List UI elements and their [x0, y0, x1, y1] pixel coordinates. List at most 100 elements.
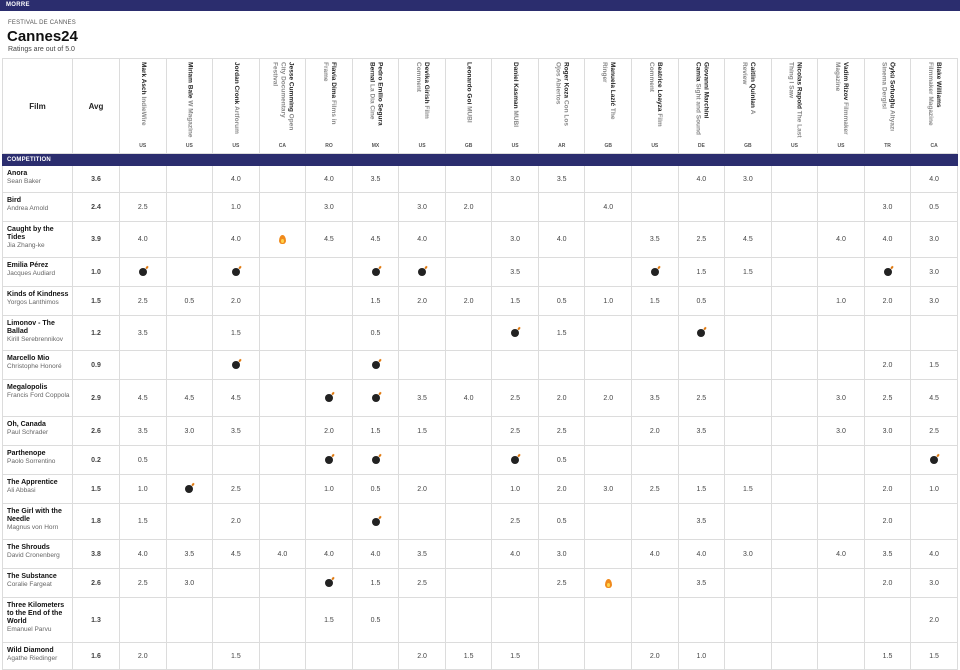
- table-row: Kinds of Kindness Yorgos Lanthimos 1.5 2.5 0…: [2, 286, 958, 316]
- critic-country: US: [790, 143, 798, 149]
- rating-cell: 3.5: [119, 315, 167, 351]
- rating-cell: [398, 445, 446, 475]
- rating-cell: 4.5: [351, 221, 400, 258]
- rating-cell: [165, 257, 214, 287]
- rating-cell: 4.0: [631, 539, 679, 569]
- rating-cell: [398, 165, 446, 193]
- rating-cell: 1.5: [398, 416, 446, 446]
- film-title: Limonov - The Ballad: [7, 320, 55, 335]
- rating-cell: 1.5: [351, 286, 400, 316]
- rating-cell: 1.0: [910, 474, 958, 504]
- rating-cell: 1.5: [351, 568, 400, 598]
- rating-cell: 4.0: [444, 379, 493, 417]
- rating-cell: 2.0: [444, 192, 493, 222]
- rating-cell: [258, 597, 307, 643]
- rating-cell: 3.5: [491, 257, 539, 287]
- rating-cell: [444, 445, 493, 475]
- critic-name: Pedro Emilio Segura Bernal: [368, 62, 384, 126]
- rating-cell: 0.5: [119, 445, 167, 475]
- rating-cell: [863, 257, 912, 287]
- rating-cell: [351, 642, 400, 670]
- critic-country: DE: [697, 143, 705, 149]
- rating-cell: 2.0: [212, 286, 260, 316]
- rating-cell: [817, 642, 865, 670]
- rating-cell: 0.5: [677, 286, 726, 316]
- rating-cell: [817, 503, 865, 540]
- rating-cell: 4.0: [258, 539, 307, 569]
- rating-cell: 2.5: [491, 416, 539, 446]
- rating-cell: [863, 165, 912, 193]
- critic-name: Beatrice Loayza: [655, 62, 663, 112]
- rating-cell: [351, 257, 400, 287]
- critic-column-header: Daniel Kasman MUBI US: [491, 58, 539, 154]
- critic-column-header: Devika Girish Film Comment US: [398, 58, 446, 154]
- critic-name-outlet: Miriam Bale W Magazine: [185, 62, 193, 138]
- critic-name: Jesse Cumming: [287, 62, 295, 112]
- rating-cell: 4.0: [910, 165, 958, 193]
- rating-cell: 1.5: [677, 474, 726, 504]
- rating-cell: 1.5: [677, 257, 726, 287]
- rating-cell: 3.0: [491, 221, 539, 258]
- rating-cell: [258, 315, 307, 351]
- film-title: Anora: [7, 170, 28, 177]
- rating-cell: [537, 642, 586, 670]
- critic-country: TR: [884, 143, 891, 149]
- rating-cell: [165, 642, 214, 670]
- rating-cell: 0.5: [165, 286, 214, 316]
- rating-cell: 3.5: [398, 539, 446, 569]
- rating-cell: [212, 597, 260, 643]
- rating-cell: 4.0: [119, 221, 167, 258]
- rating-cell: [863, 597, 912, 643]
- rating-cell: [491, 315, 539, 351]
- table-row: Parthenope Paolo Sorrentino 0.2 0.5 0.5: [2, 445, 958, 475]
- critic-column-header: Leonardo Goi MUBI GB: [444, 58, 493, 154]
- rating-cell: [258, 350, 307, 380]
- avg-rating: 3.9: [72, 221, 120, 258]
- rating-cell: [631, 503, 679, 540]
- critic-name: Leonardo Goi: [465, 62, 473, 105]
- rating-cell: [631, 568, 679, 598]
- critic-country: US: [232, 143, 240, 149]
- critic-column-header: Pedro Emilio Segura Bernal La Dia Cine MX: [351, 58, 400, 154]
- rating-cell: 2.5: [491, 503, 539, 540]
- film-title: Marcello Mio: [7, 355, 50, 362]
- critic-country: CA: [930, 143, 938, 149]
- critic-outlet: Filmmaker Magazine: [833, 62, 849, 135]
- rating-cell: [398, 257, 446, 287]
- rating-cell: 2.5: [398, 568, 446, 598]
- rating-cell: [910, 315, 958, 351]
- rating-cell: [305, 350, 353, 380]
- rating-cell: 2.5: [212, 474, 260, 504]
- rating-cell: [305, 445, 353, 475]
- rating-cell: [119, 350, 167, 380]
- bomb-icon: [418, 268, 427, 276]
- ratings-table: Film Avg Mark Asch IndieWire US Miriam Bal…: [2, 58, 958, 670]
- film-director: Francis Ford Coppola: [7, 392, 70, 399]
- rating-cell: 2.0: [863, 350, 912, 380]
- critic-outlet: MUBI: [465, 106, 473, 123]
- rating-cell: 4.0: [537, 221, 586, 258]
- rating-cell: 2.0: [398, 286, 446, 316]
- film-director: Paul Schrader: [7, 429, 49, 436]
- film-title: Oh, Canada: [7, 421, 46, 428]
- avg-rating: 0.9: [72, 350, 120, 380]
- rating-cell: [165, 474, 214, 504]
- bomb-icon: [511, 456, 520, 464]
- rating-cell: [258, 221, 307, 258]
- rating-cell: [817, 192, 865, 222]
- rating-cell: 0.5: [910, 192, 958, 222]
- rating-cell: [724, 286, 772, 316]
- film-title: Emilia Pérez: [7, 262, 49, 269]
- table-row: Wild Diamond Agathe Riedinger 1.6 2.0 1.5 2.0…: [2, 642, 958, 670]
- rating-cell: 3.5: [677, 568, 726, 598]
- table-row: Marcello Mio Christophe Honoré 0.9 2.0 1.5: [2, 350, 958, 380]
- critic-column-header: Beatrice Loayza Film Comment US: [631, 58, 679, 154]
- rating-cell: 1.0: [584, 286, 633, 316]
- fire-icon: [278, 235, 286, 244]
- rating-cell: 3.5: [537, 165, 586, 193]
- rating-cell: 2.5: [863, 379, 912, 417]
- film-cell: Oh, Canada Paul Schrader: [2, 416, 73, 446]
- rating-cell: 2.0: [398, 474, 446, 504]
- rating-cell: [305, 568, 353, 598]
- rating-cell: 3.0: [910, 568, 958, 598]
